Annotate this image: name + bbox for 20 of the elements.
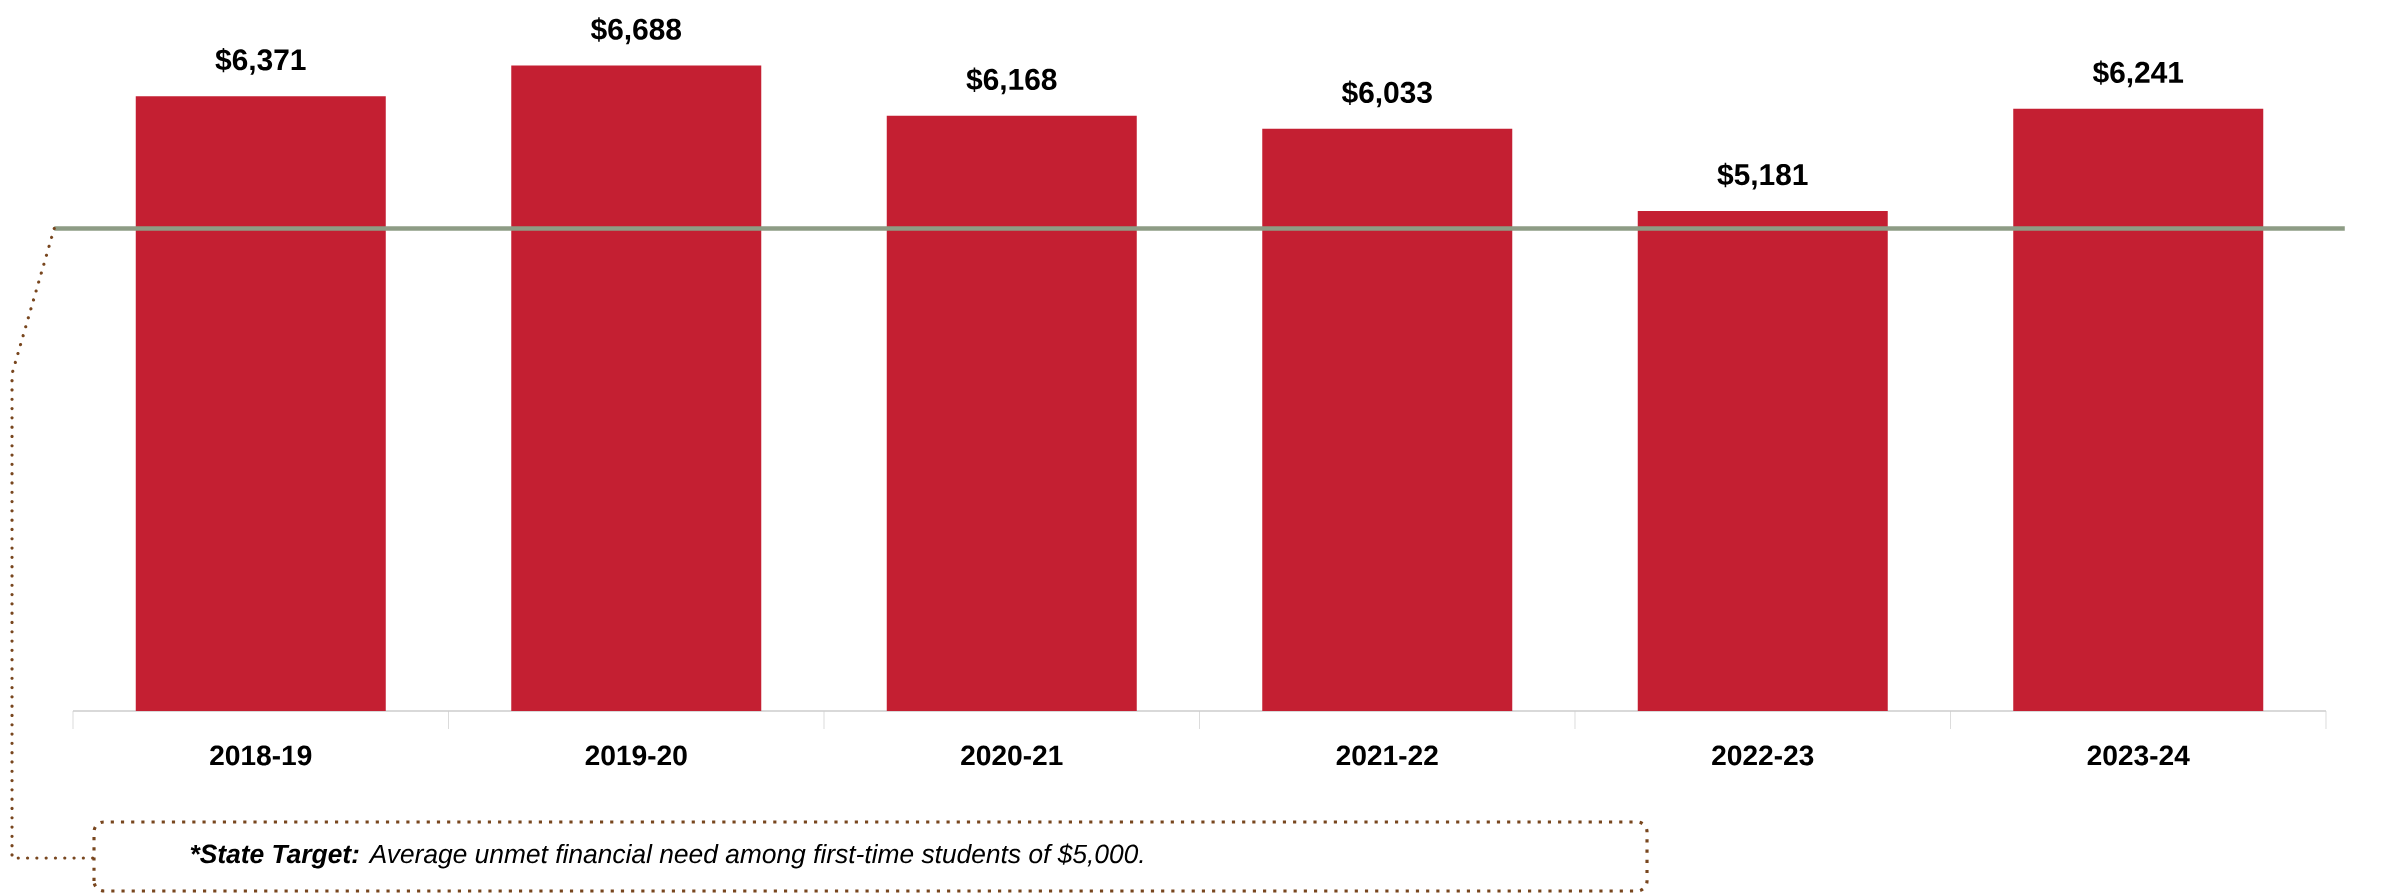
bar [1637,211,1888,712]
text: *State Target: [190,844,359,869]
bar [1262,128,1513,712]
bar [135,96,386,712]
x-tick-label: 2020-21 [961,745,1063,766]
bar [2013,108,2264,712]
data-label: $6,688 [590,17,682,45]
x-tick-label: 2018-19 [210,745,312,766]
bar [886,115,1137,712]
data-label: $6,033 [1341,80,1432,108]
text: Average unmet financial need among first-time students of $5,000. [368,843,1143,869]
x-tick-label: 2022-23 [1712,745,1814,766]
data-label: $6,241 [2092,60,2184,88]
data-label: $6,371 [215,47,306,75]
data-label: $5,181 [1717,162,1808,190]
x-tick-label: 2019-20 [585,745,687,766]
x-tick-label: 2023-24 [2087,745,2190,766]
x-tick-label: 2021-22 [1336,745,1438,766]
data-label: $6,168 [966,67,1057,95]
bar [511,65,762,712]
